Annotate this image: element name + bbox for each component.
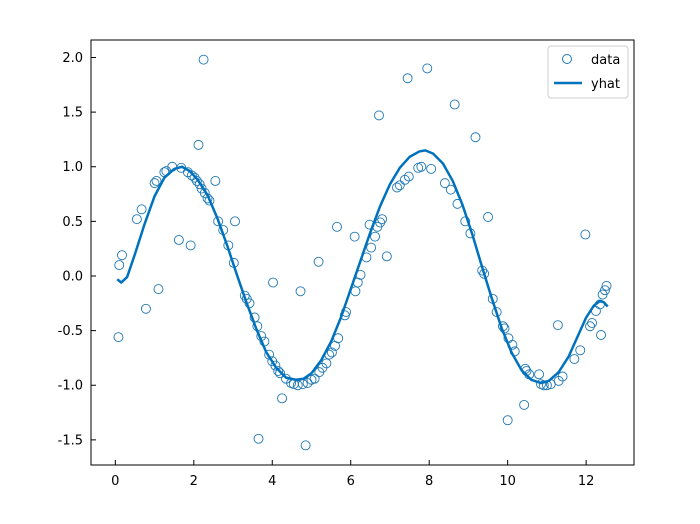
y-tick-label: -1.0 [58,379,83,394]
data-point [253,433,264,444]
data-point [117,250,127,261]
data-point [300,440,311,451]
data-point [295,286,306,297]
data-point [552,320,563,331]
data-point [349,231,360,242]
legend-data-marker [562,54,572,64]
data-point [189,172,200,183]
y-tick-label: -1.5 [58,433,83,448]
data-point [321,358,332,369]
yhat-line [116,149,609,385]
data-point [273,366,284,376]
y-tick-label: -0.5 [58,324,83,339]
data-point [113,332,124,343]
data-point [140,303,151,314]
data-point [198,54,209,65]
data-point [332,221,342,232]
data-point [270,360,281,371]
x-tick-label: 2 [190,474,198,489]
data-point [538,380,549,391]
y-tick-label: 2.0 [62,51,83,66]
data-point [449,99,460,110]
legend-yhat-label: yhat [591,77,620,92]
data-point [264,349,275,360]
data-point [114,260,125,271]
data-point [575,345,586,356]
data-point [392,182,402,193]
y-axis: -1.5 -1.0 -0.5 0.0 0.5 1.0 1.5 2.0 [58,51,96,448]
data-point [601,280,612,291]
data-point [136,204,147,215]
x-tick-label: 6 [347,474,355,489]
x-tick-label: 0 [111,474,119,489]
data-point [416,161,427,172]
data-point [275,368,286,379]
data-point [370,231,380,242]
data-point [185,240,196,251]
data-point [470,132,481,143]
data-point [502,415,513,426]
data-point [204,195,215,206]
data-point [326,347,337,358]
y-tick-label: 1.5 [62,106,83,121]
data-point [439,178,450,189]
data-point [403,171,414,182]
data-point [199,188,210,198]
data-point [399,174,410,185]
data-point [366,242,377,253]
legend: data yhat [547,45,629,99]
data-point [151,175,162,186]
data-point [210,175,221,186]
data-point [153,284,164,295]
data-point [534,369,544,380]
data-point [569,354,580,364]
y-tick-label: 0.0 [62,269,83,284]
data-point [374,110,384,121]
data-point [600,285,610,296]
x-tick-label: 8 [425,474,433,489]
data-point [313,256,324,267]
data-point [479,268,490,279]
axes-frame [90,39,635,466]
data-point [309,373,320,384]
data-point [557,371,568,382]
data-point [149,178,160,189]
data-point [186,170,197,181]
x-axis: 0 2 4 6 8 10 12 [111,460,594,489]
data-point [131,214,142,225]
data-point [585,321,596,332]
data-point [483,212,493,222]
data-point [191,175,202,186]
y-tick-label: 0.5 [62,215,83,230]
data-point [587,318,597,328]
data-point [402,73,413,84]
data-point [519,399,530,410]
data-point [302,378,313,389]
legend-data-label: data [591,53,620,68]
data-point [173,234,184,245]
x-tick-label: 4 [268,474,276,489]
y-tick-label: 1.0 [62,160,83,175]
data-point [375,217,386,228]
data-point [230,216,240,227]
data-point [268,277,278,288]
data-point [422,63,433,74]
data-point [596,330,606,340]
data-point [193,139,204,150]
plot-area [113,54,612,451]
data-point [426,163,437,174]
data-point [194,179,205,190]
data-point [381,251,392,262]
legend-box [547,45,629,99]
data-point [377,214,388,225]
x-tick-label: 12 [578,474,595,489]
data-point [394,180,405,191]
x-tick-label: 10 [499,474,516,489]
data-point [277,393,288,404]
data-point [580,229,591,240]
